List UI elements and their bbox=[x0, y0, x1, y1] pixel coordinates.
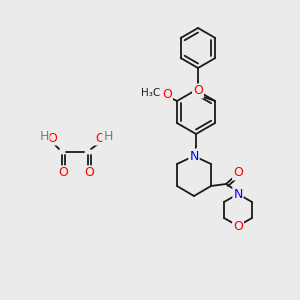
Text: N: N bbox=[233, 188, 243, 200]
Text: O: O bbox=[193, 85, 203, 98]
Text: N: N bbox=[189, 149, 199, 163]
Text: O: O bbox=[233, 220, 243, 232]
Text: H: H bbox=[39, 130, 49, 142]
Text: O: O bbox=[162, 88, 172, 101]
Text: H₃C: H₃C bbox=[141, 88, 160, 98]
Text: H: H bbox=[103, 130, 113, 142]
Text: O: O bbox=[95, 131, 105, 145]
Text: O: O bbox=[84, 167, 94, 179]
Text: O: O bbox=[233, 167, 243, 179]
Text: O: O bbox=[58, 167, 68, 179]
Text: O: O bbox=[47, 131, 57, 145]
